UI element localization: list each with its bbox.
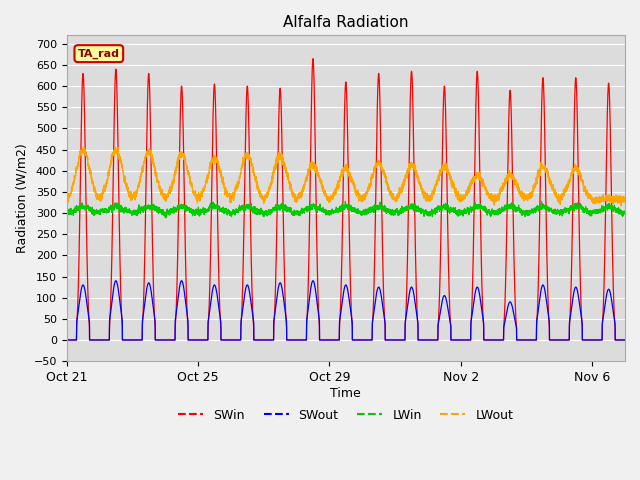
SWin [179,118,187,124]
Text: TA_rad: TA_rad [78,48,120,59]
LWin [179,205,187,211]
LWout [462,191,470,196]
Y-axis label: Radiation (W/m2): Radiation (W/m2) [15,144,28,253]
SWout [112,278,120,284]
LWout [618,203,625,209]
LWin [406,205,413,211]
LWout [80,144,88,150]
SWout [179,282,187,288]
Line: SWin: SWin [67,59,625,340]
LWin [462,209,470,215]
Line: SWout: SWout [67,281,625,340]
LWin [162,215,170,221]
LWout [114,146,122,152]
LWin [621,208,629,214]
LWin [538,198,545,204]
SWin [152,337,159,343]
LWin [400,206,408,212]
SWout [621,337,629,343]
SWin [309,56,317,61]
SWout [406,288,413,294]
LWin [63,209,70,215]
SWin [63,337,70,343]
LWout [400,180,408,186]
SWin [114,115,122,121]
Legend: SWin, SWout, LWin, LWout: SWin, SWout, LWin, LWout [173,404,518,427]
SWout [400,337,408,343]
SWin [462,337,470,343]
Line: LWout: LWout [67,147,625,206]
LWout [63,193,70,199]
LWin [114,202,122,208]
LWin [152,206,159,212]
Line: LWin: LWin [67,201,625,218]
SWout [462,337,470,343]
LWout [406,161,413,167]
LWout [179,152,187,158]
SWin [400,337,408,343]
SWout [114,283,122,288]
SWin [621,337,629,343]
SWout [63,337,70,343]
Title: Alfalfa Radiation: Alfalfa Radiation [283,15,408,30]
SWin [406,123,413,129]
LWout [152,170,159,176]
LWout [621,198,629,204]
X-axis label: Time: Time [330,386,361,400]
SWout [152,337,159,343]
